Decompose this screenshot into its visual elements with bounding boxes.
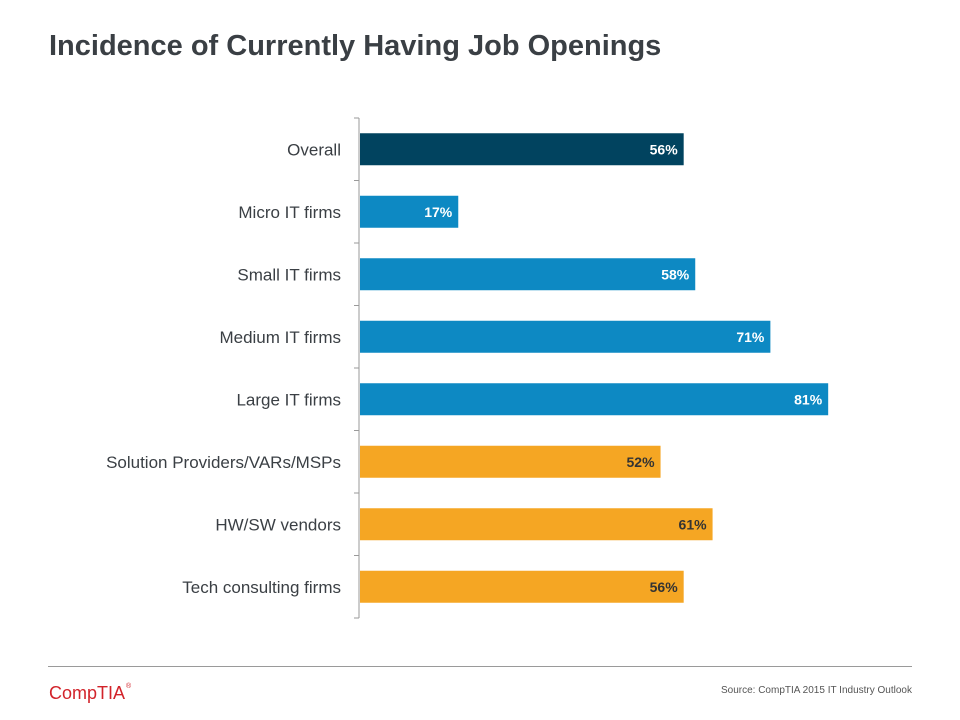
category-label: Tech consulting firms	[182, 578, 341, 597]
category-label: Overall	[287, 140, 341, 159]
data-label: 52%	[627, 454, 656, 470]
bar	[360, 508, 713, 541]
category-label: Large IT firms	[236, 390, 341, 409]
category-label: Small IT firms	[237, 265, 341, 284]
data-label: 71%	[736, 329, 765, 345]
bar	[360, 445, 661, 478]
data-label: 58%	[661, 266, 690, 282]
bar	[360, 570, 684, 603]
category-label: Medium IT firms	[219, 328, 341, 347]
data-label: 17%	[424, 204, 453, 220]
category-label: Micro IT firms	[238, 203, 341, 222]
category-label: Solution Providers/VARs/MSPs	[106, 453, 341, 472]
data-label: 56%	[650, 141, 679, 157]
category-label: HW/SW vendors	[215, 515, 341, 534]
bar	[360, 195, 459, 228]
data-label: 61%	[679, 516, 708, 532]
data-label: 81%	[794, 391, 823, 407]
bar	[360, 383, 829, 416]
footer-divider	[48, 666, 912, 667]
data-label: 56%	[650, 579, 679, 595]
source-note: Source: CompTIA 2015 IT Industry Outlook	[720, 685, 912, 696]
bar	[360, 258, 696, 291]
bar	[360, 320, 771, 353]
bar	[360, 133, 684, 166]
comptia-logo: CompTIA®	[49, 683, 132, 703]
page-title: Incidence of Currently Having Job Openin…	[49, 30, 662, 62]
